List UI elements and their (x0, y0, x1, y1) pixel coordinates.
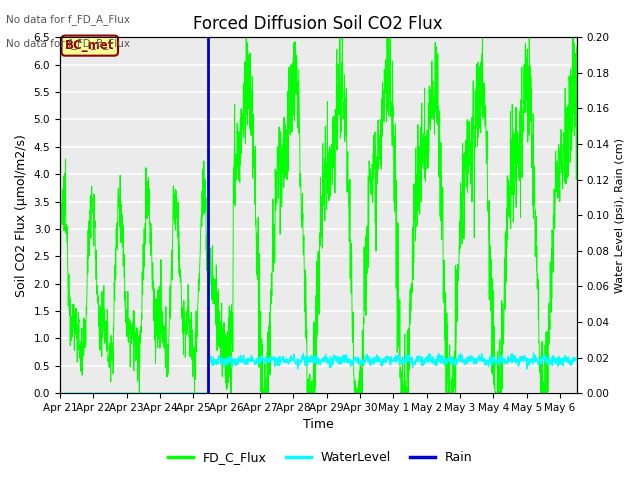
Legend: FD_C_Flux, WaterLevel, Rain: FD_C_Flux, WaterLevel, Rain (163, 446, 477, 469)
Y-axis label: Soil CO2 Flux (µmol/m2/s): Soil CO2 Flux (µmol/m2/s) (15, 134, 28, 297)
Title: Forced Diffusion Soil CO2 Flux: Forced Diffusion Soil CO2 Flux (193, 15, 443, 33)
Text: BC_met: BC_met (65, 39, 115, 52)
Text: No data for f_FD_B_Flux: No data for f_FD_B_Flux (6, 38, 131, 49)
Y-axis label: Water Level (psi), Rain (cm): Water Level (psi), Rain (cm) (615, 138, 625, 293)
Text: No data for f_FD_A_Flux: No data for f_FD_A_Flux (6, 14, 131, 25)
X-axis label: Time: Time (303, 419, 333, 432)
